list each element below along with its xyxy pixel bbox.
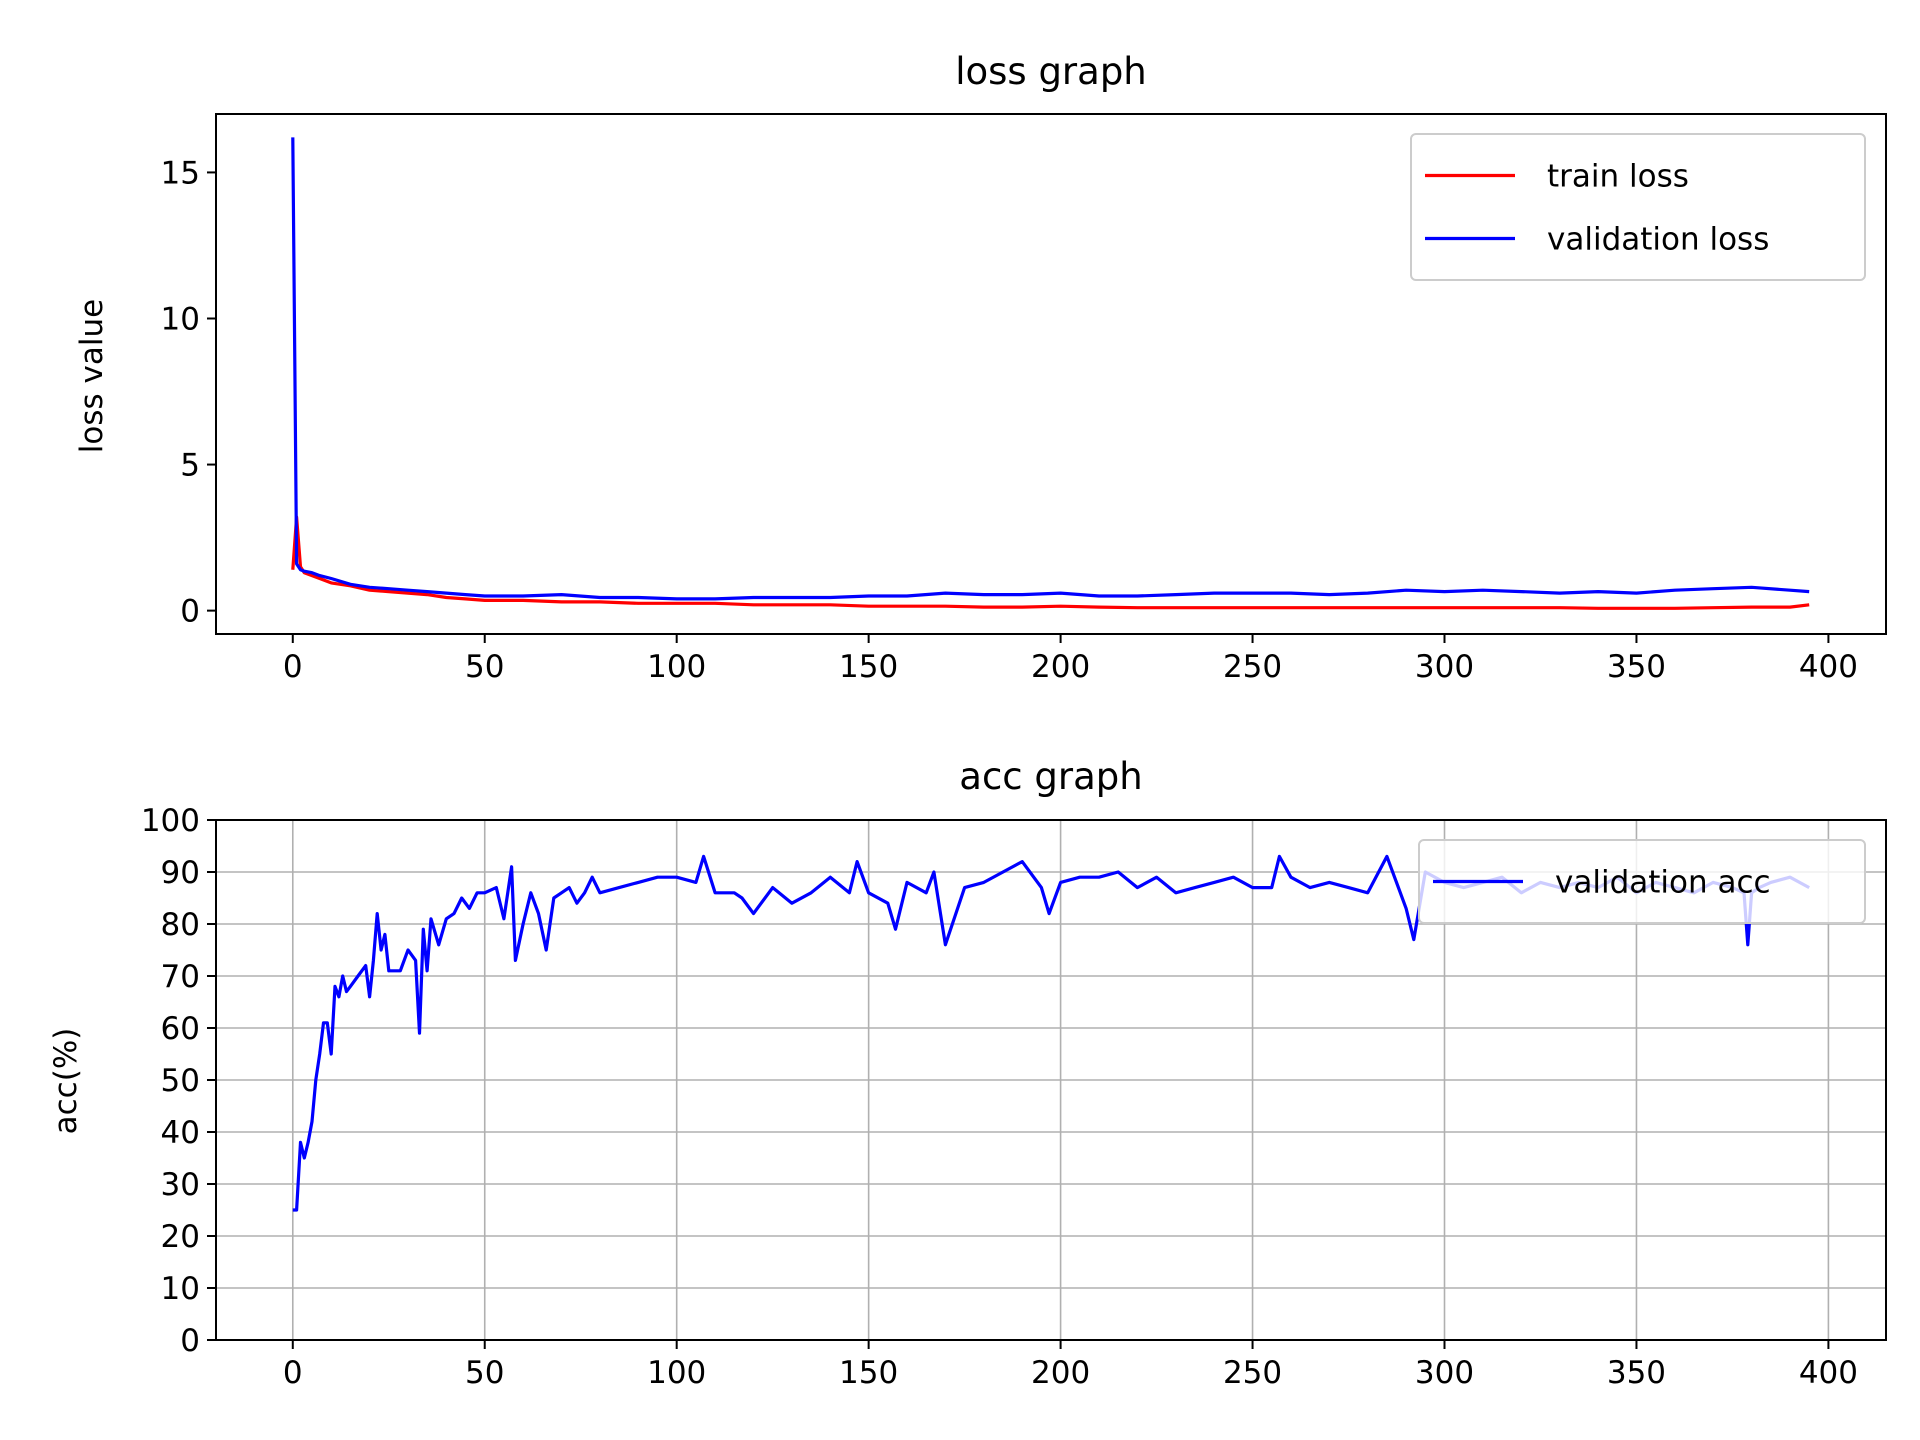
acc-graph-xtick-label: 100 — [647, 1355, 706, 1391]
loss-graph-legend-box — [1410, 133, 1866, 281]
loss-graph-legend-label: validation loss — [1547, 222, 1769, 258]
acc-graph-ytick-label: 80 — [161, 907, 200, 943]
loss-graph-ylabel: loss value — [74, 299, 110, 453]
loss-graph-ytick-label: 5 — [180, 448, 200, 484]
acc-graph-ytick-label: 60 — [161, 1011, 200, 1047]
loss-graph-xtick-label: 100 — [647, 649, 706, 685]
acc-graph-ytick-label: 40 — [161, 1115, 200, 1151]
acc-graph-ytick-label: 0 — [180, 1323, 200, 1359]
loss-graph-legend-label: train loss — [1547, 159, 1689, 195]
acc-graph-ytick-label: 70 — [161, 959, 200, 995]
loss-graph-series-train-loss-line — [291, 515, 1810, 610]
acc-graph-ylabel: acc(%) — [48, 1028, 84, 1135]
acc-graph-panel: acc graph acc(%) 0 50 100 150 200 250 300 350 40… — [48, 755, 1887, 1391]
loss-graph-xtick-label: 350 — [1607, 649, 1666, 685]
loss-graph-xtick-label: 400 — [1799, 649, 1858, 685]
loss-graph-xtick-label: 50 — [465, 649, 504, 685]
acc-graph-xtick-label: 0 — [283, 1355, 303, 1391]
acc-graph-xtick-label: 300 — [1415, 1355, 1474, 1391]
loss-graph-plot-frame — [215, 113, 1887, 635]
acc-graph-title: acc graph — [959, 755, 1142, 798]
acc-graph-xtick-label: 400 — [1799, 1355, 1858, 1391]
loss-graph-ytick-label: 0 — [180, 594, 200, 630]
acc-graph-xtick-label: 50 — [465, 1355, 504, 1391]
acc-graph-ytick-label: 100 — [141, 803, 200, 839]
loss-graph-ytick-label: 10 — [161, 301, 200, 337]
acc-graph-ytick-label: 90 — [161, 855, 200, 891]
acc-graph-xtick-label: 350 — [1607, 1355, 1666, 1391]
loss-graph-ytick-label: 15 — [161, 155, 200, 191]
acc-graph-ytick-label: 30 — [161, 1167, 200, 1203]
loss-graph-xtick-label: 250 — [1223, 649, 1282, 685]
loss-graph-xtick-label: 150 — [839, 649, 898, 685]
acc-graph-xtick-label: 150 — [839, 1355, 898, 1391]
loss-graph-xtick-label: 300 — [1415, 649, 1474, 685]
loss-graph-title: loss graph — [955, 50, 1147, 93]
loss-graph-xtick-label: 200 — [1031, 649, 1090, 685]
acc-graph-ytick-label: 10 — [161, 1271, 200, 1307]
acc-graph-xtick-label: 250 — [1223, 1355, 1282, 1391]
loss-graph-xtick-label: 0 — [283, 649, 303, 685]
acc-graph-ytick-label: 50 — [161, 1063, 200, 1099]
acc-graph-ytick-label: 20 — [161, 1219, 200, 1255]
acc-graph-legend-label: validation acc — [1555, 865, 1771, 901]
acc-graph-legend-box — [1418, 839, 1866, 924]
loss-graph-panel: loss graph loss value 0 50 100 150 200 250 300… — [74, 50, 1887, 685]
loss-graph-series-validation-loss-line — [291, 137, 1810, 601]
acc-graph-xtick-label: 200 — [1031, 1355, 1090, 1391]
